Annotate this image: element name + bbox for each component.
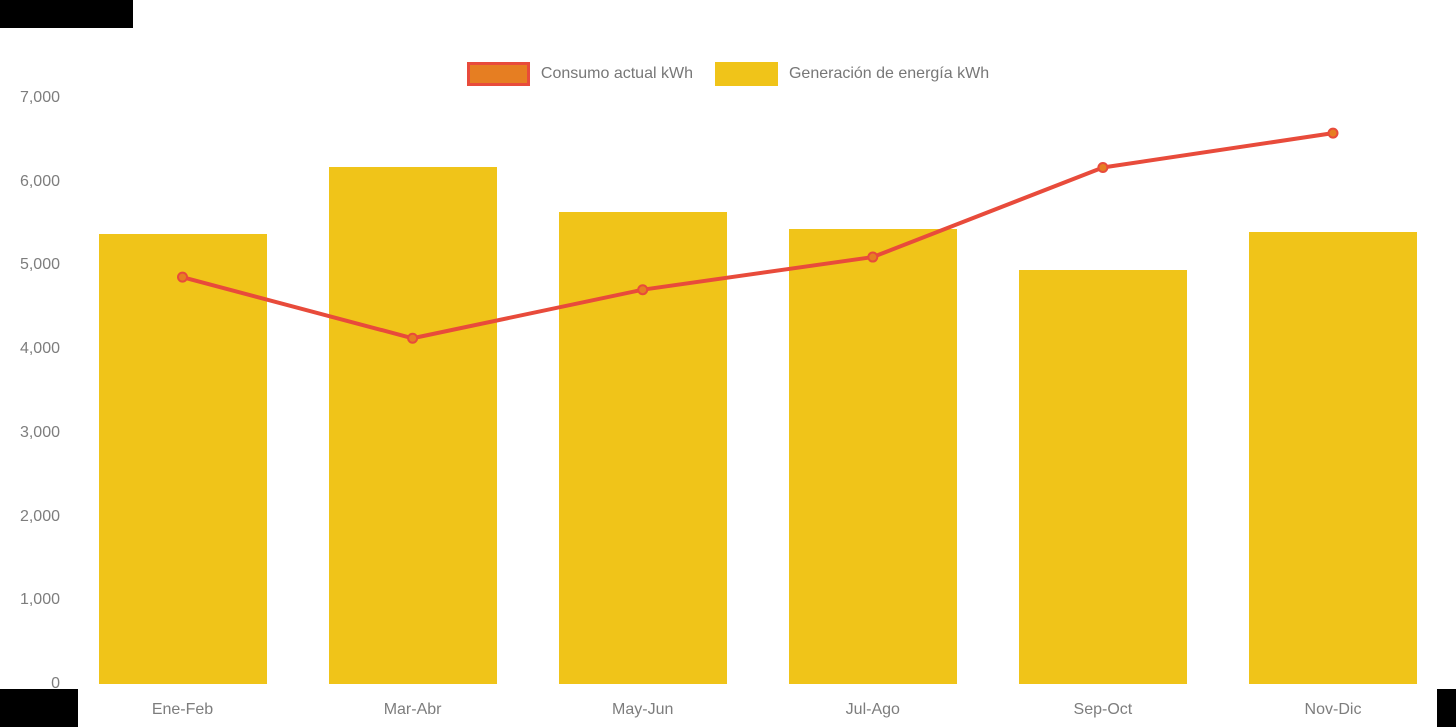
line-marker-Ene-Feb[interactable] <box>177 271 188 283</box>
x-axis-tick-label: Nov-Dic <box>1304 701 1362 718</box>
consumo-line <box>180 131 1335 341</box>
y-axis-tick-label: 0 <box>51 675 60 692</box>
bar-Jul-Ago[interactable] <box>788 228 957 684</box>
y-axis-tick-label: 2,000 <box>19 507 60 525</box>
x-axis-tick-label: Ene-Feb <box>151 701 214 718</box>
y-axis-tick-label: 4,000 <box>19 340 60 358</box>
y-axis-tick-label: 5,000 <box>19 256 60 274</box>
line-marker-Nov-Dic[interactable] <box>1327 127 1339 139</box>
y-axis-tick-label: 7,000 <box>19 89 60 106</box>
legend-label-consumo: Consumo actual kWh <box>540 65 693 82</box>
line-marker-Sep-Oct[interactable] <box>1097 161 1109 173</box>
bar-Ene-Feb[interactable] <box>98 233 267 684</box>
legend-label-generacion: Generación de energía kWh <box>788 65 990 82</box>
legend-item-generacion-energia[interactable]: Generación de energía kWh <box>714 62 990 86</box>
chart-legend: Consumo actual kWh Generación de energía… <box>0 62 1456 86</box>
line-marker-May-Jun[interactable] <box>637 284 649 296</box>
legend-item-consumo-actual[interactable]: Consumo actual kWh <box>466 62 693 86</box>
bar-Mar-Abr[interactable] <box>328 167 497 684</box>
corner-artifact-bottom-left <box>0 689 78 727</box>
y-axis-tick-label: 1,000 <box>19 591 60 609</box>
line-marker-Jul-Ago[interactable] <box>867 251 879 263</box>
bar-Sep-Oct[interactable] <box>1018 269 1187 684</box>
x-axis-tick-label: Jul-Ago <box>845 701 900 718</box>
x-axis-tick-label: Mar-Abr <box>383 701 442 718</box>
corner-artifact-bottom-right <box>1437 689 1456 727</box>
x-axis-tick-label: Sep-Oct <box>1073 701 1133 718</box>
corner-artifact-top-left <box>0 0 133 28</box>
x-axis-tick-label: May-Jun <box>612 701 674 718</box>
line-marker-Mar-Abr[interactable] <box>407 332 419 344</box>
legend-swatch-generacion-icon <box>714 62 778 86</box>
y-axis-tick-label: 6,000 <box>19 172 60 190</box>
legend-swatch-consumo-icon <box>466 62 530 86</box>
bar-Nov-Dic[interactable] <box>1249 231 1417 684</box>
y-axis-tick-label: 3,000 <box>19 423 60 441</box>
